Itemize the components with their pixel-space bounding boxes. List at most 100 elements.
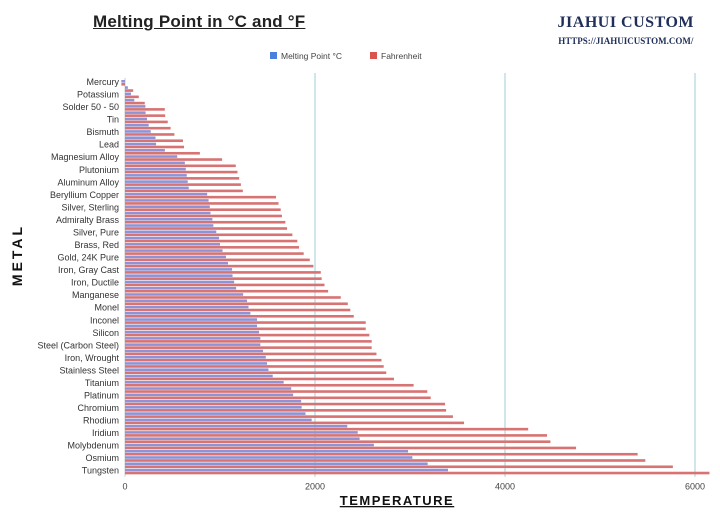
bar-celsius bbox=[125, 136, 156, 140]
bar-celsius bbox=[125, 205, 210, 208]
bar-celsius bbox=[125, 224, 214, 227]
category-label: Tin bbox=[107, 115, 119, 125]
bar-fahrenheit bbox=[125, 415, 453, 418]
bar-fahrenheit bbox=[125, 108, 165, 111]
x-axis-label: TEMPERATURE bbox=[340, 493, 454, 508]
bar-celsius bbox=[125, 362, 268, 365]
brand-logo: JIAHUI CUSTOM HTTPS://JIAHUICUSTOM.COM/ bbox=[558, 14, 694, 46]
bar-fahrenheit bbox=[125, 434, 547, 437]
bar-celsius bbox=[125, 424, 348, 428]
bar-fahrenheit bbox=[125, 427, 529, 431]
category-label: Steel (Carbon Steel) bbox=[37, 340, 119, 350]
bar-fahrenheit bbox=[125, 271, 321, 274]
bar-fahrenheit bbox=[125, 220, 286, 224]
bar-celsius bbox=[125, 98, 135, 102]
bar-celsius bbox=[125, 399, 302, 403]
category-label: Iron, Wrought bbox=[65, 353, 120, 363]
bar-celsius bbox=[125, 374, 273, 378]
bar-fahrenheit bbox=[125, 302, 348, 306]
legend: Melting Point °C Fahrenheit bbox=[270, 51, 422, 61]
bar-celsius bbox=[125, 192, 208, 196]
category-label: Osmium bbox=[86, 453, 120, 463]
category-label: Chromium bbox=[77, 403, 119, 413]
bar-fahrenheit bbox=[125, 195, 276, 199]
bar-fahrenheit bbox=[125, 452, 638, 456]
bar-fahrenheit bbox=[125, 227, 288, 230]
bar-celsius bbox=[125, 230, 217, 234]
bar-fahrenheit bbox=[125, 365, 384, 368]
bar-celsius bbox=[125, 311, 251, 315]
bar-fahrenheit bbox=[125, 164, 236, 168]
brand-name: JIAHUI CUSTOM bbox=[557, 14, 694, 31]
bar-fahrenheit bbox=[125, 314, 354, 318]
bar-celsius bbox=[125, 243, 220, 246]
bar-fahrenheit bbox=[125, 465, 673, 469]
bar-celsius bbox=[125, 380, 284, 384]
bar-celsius bbox=[125, 324, 258, 328]
bar-celsius bbox=[125, 174, 187, 177]
bar-celsius bbox=[125, 261, 228, 265]
bar-celsius bbox=[125, 180, 188, 183]
bars bbox=[121, 80, 710, 475]
bar-fahrenheit bbox=[125, 170, 238, 174]
bar-celsius bbox=[125, 86, 128, 89]
category-labels: Mercury Potassium Solder 50 - 50 Tin Bismuth… bbox=[37, 77, 119, 476]
category-label: Tungsten bbox=[82, 466, 119, 476]
category-label: Brass, Red bbox=[74, 240, 119, 250]
bar-celsius bbox=[125, 286, 237, 290]
bar-fahrenheit bbox=[125, 214, 282, 218]
x-tick-labels: 0 2000 4000 6000 bbox=[122, 482, 705, 492]
x-tick-label: 4000 bbox=[495, 482, 515, 492]
bar-fahrenheit bbox=[125, 264, 314, 268]
category-label: Iron, Gray Cast bbox=[58, 265, 120, 275]
bar-fahrenheit bbox=[125, 177, 240, 180]
bar-fahrenheit bbox=[121, 83, 125, 86]
brand-url[interactable]: HTTPS://JIAHUICUSTOM.COM/ bbox=[558, 36, 694, 46]
category-label: Inconel bbox=[90, 315, 119, 325]
bar-celsius bbox=[125, 236, 220, 240]
bar-celsius bbox=[125, 293, 244, 296]
category-label: Magnesium Alloy bbox=[51, 152, 120, 162]
bar-fahrenheit bbox=[125, 352, 377, 356]
bar-celsius bbox=[125, 161, 185, 165]
bar-fahrenheit bbox=[125, 446, 577, 450]
bar-fahrenheit bbox=[125, 377, 394, 381]
bar-celsius bbox=[125, 92, 131, 96]
bar-fahrenheit bbox=[125, 283, 325, 287]
bar-celsius bbox=[125, 299, 248, 303]
bar-celsius bbox=[125, 431, 358, 434]
bar-fahrenheit bbox=[125, 95, 139, 99]
bar-celsius bbox=[125, 186, 189, 190]
bar-celsius bbox=[125, 199, 209, 202]
category-label: Beryllium Copper bbox=[50, 190, 119, 200]
bar-celsius bbox=[125, 412, 306, 415]
bar-fahrenheit bbox=[125, 189, 243, 193]
x-tick-label: 0 bbox=[122, 482, 127, 492]
bar-celsius bbox=[125, 105, 146, 108]
legend-swatch bbox=[270, 52, 277, 59]
category-label: Lead bbox=[99, 140, 119, 150]
category-label: Silver, Sterling bbox=[61, 202, 119, 212]
bar-celsius bbox=[125, 368, 269, 372]
bar-fahrenheit bbox=[125, 208, 281, 211]
bar-celsius bbox=[125, 443, 374, 447]
bar-celsius bbox=[125, 387, 292, 390]
bar-celsius bbox=[125, 305, 249, 309]
bar-fahrenheit bbox=[125, 133, 175, 136]
bar-celsius bbox=[125, 437, 360, 440]
bar-celsius bbox=[125, 167, 186, 171]
bar-celsius bbox=[125, 148, 165, 152]
bar-celsius bbox=[125, 274, 233, 277]
category-label: Gold, 24K Pure bbox=[57, 253, 119, 263]
bar-fahrenheit bbox=[125, 321, 366, 324]
bar-celsius bbox=[125, 211, 211, 215]
bar-celsius bbox=[125, 117, 148, 121]
bar-celsius bbox=[125, 418, 312, 422]
bar-fahrenheit bbox=[125, 202, 279, 205]
bar-fahrenheit bbox=[125, 120, 168, 124]
bar-fahrenheit bbox=[125, 258, 310, 262]
bar-fahrenheit bbox=[125, 340, 372, 343]
bar-fahrenheit bbox=[125, 183, 241, 186]
x-tick-label: 6000 bbox=[685, 482, 705, 492]
bar-fahrenheit bbox=[125, 289, 329, 293]
